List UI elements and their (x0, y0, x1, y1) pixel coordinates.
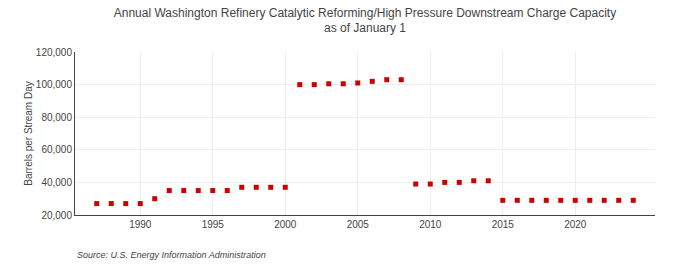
svg-text:100,000: 100,000 (36, 79, 73, 90)
svg-text:60,000: 60,000 (41, 144, 72, 155)
svg-text:120,000: 120,000 (36, 47, 73, 58)
svg-text:Barrels per Stream Day: Barrels per Stream Day (23, 81, 34, 185)
svg-text:2000: 2000 (274, 219, 297, 230)
svg-text:2005: 2005 (347, 219, 370, 230)
svg-text:80,000: 80,000 (41, 112, 72, 123)
svg-text:20,000: 20,000 (41, 210, 72, 221)
svg-text:2015: 2015 (492, 219, 515, 230)
svg-text:1995: 1995 (202, 219, 225, 230)
svg-text:1990: 1990 (129, 219, 152, 230)
svg-text:2010: 2010 (419, 219, 442, 230)
svg-text:40,000: 40,000 (41, 177, 72, 188)
svg-text:Source: U.S. Energy Informatio: Source: U.S. Energy Information Administ… (77, 250, 266, 260)
svg-text:Annual Washington Refinery Cat: Annual Washington Refinery Catalytic Ref… (114, 6, 616, 36)
svg-text:2020: 2020 (564, 219, 587, 230)
